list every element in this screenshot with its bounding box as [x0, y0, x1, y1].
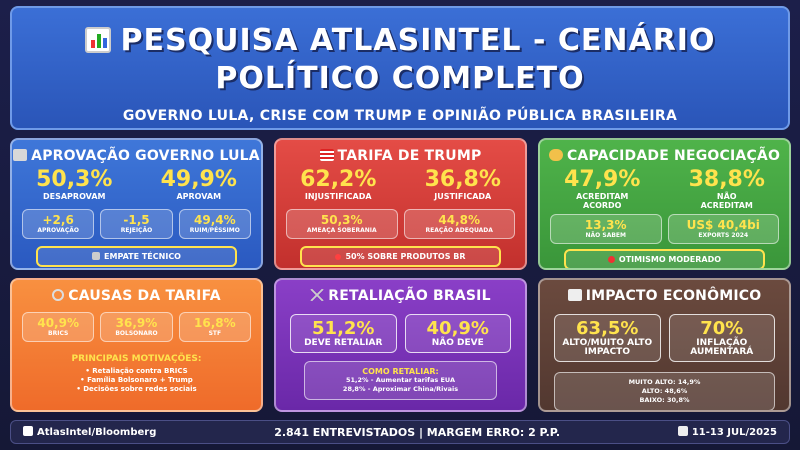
stat-nao-deve: 40,9% NÃO DEVE [404, 314, 511, 353]
motivacoes-title: PRINCIPAIS MOTIVAÇÕES: [71, 354, 202, 364]
stat-alto-impacto: 63,5% ALTO/MUITO ALTO IMPACTO [554, 314, 661, 362]
pill-aprovacao-var: +2,6 APROVAÇÃO [22, 209, 95, 239]
trend-chart-icon [567, 289, 582, 301]
card-tarifa: TARIFA DE TRUMP 62,2% INJUSTIFICADA 36,8… [274, 138, 527, 270]
pill-ameaca-soberania: 50,3% AMEAÇA SOBERANIA [286, 209, 398, 239]
footer-bar: AtlasIntel/Bloomberg 2.841 ENTREVISTADOS… [10, 420, 790, 444]
scale-icon [92, 252, 101, 260]
title-line-1: PESQUISA ATLASINTEL - CENÁRIO [120, 23, 716, 58]
pill-exports: US$ 40,4bi EXPORTS 2024 [667, 214, 779, 244]
stat-acreditam-acordo: 47,9% ACREDITAM ACORDO [564, 167, 641, 211]
page-title: PESQUISA ATLASINTEL - CENÁRIO POLÍTICO C… [12, 8, 788, 98]
footer-source: AtlasIntel/Bloomberg [23, 426, 156, 438]
stat-aprovam: 49,9% APROVAM [160, 167, 237, 202]
motivacoes-list: • Retaliação contra BRICS • Família Bols… [12, 367, 261, 394]
banner-empate: EMPATE TÉCNICO [36, 246, 237, 267]
card-title-retaliacao: RETALIAÇÃO BRASIL [328, 288, 491, 304]
stat-nao-acreditam: 38,8% NÃO ACREDITAM [688, 167, 765, 211]
footer-date: 11-13 JUL/2025 [677, 426, 777, 438]
card-aprovacao: APROVAÇÃO GOVERNO LULA 50,3% DESAPROVAM … [10, 138, 263, 270]
pill-stf: 16,8% STF [178, 312, 251, 342]
list-item: • Decisões sobre redes sociais [76, 385, 197, 393]
banner-otimismo: OTIMISMO MODERADO [564, 249, 765, 268]
list-item: • Família Bolsonaro + Trump [80, 376, 193, 384]
card-retaliacao: RETALIAÇÃO BRASIL 51,2% DEVE RETALIAR 40… [274, 278, 527, 412]
pill-ruim-pessimo: 49,4% RUIM/PÉSSIMO [178, 209, 251, 239]
stat-deve-retaliar: 51,2% DEVE RETALIAR [290, 314, 397, 353]
pill-bolsonaro: 36,9% BOLSONARO [100, 312, 173, 342]
pill-nao-sabem: 13,3% NÃO SABEM [550, 214, 662, 244]
calendar-icon [677, 426, 688, 436]
header-banner: PESQUISA ATLASINTEL - CENÁRIO POLÍTICO C… [10, 6, 790, 130]
stat-injustificada: 62,2% INJUSTIFICADA [300, 167, 377, 202]
banner-tarifa: 50% SOBRE PRODUTOS BR [300, 246, 501, 267]
como-retaliar-box: COMO RETALIAR: 51,2% - Aumentar tarifas … [304, 361, 497, 400]
target-icon [607, 256, 615, 263]
card-title-causas: CAUSAS DA TARIFA [68, 288, 221, 304]
magnifier-icon [52, 289, 65, 301]
card-impacto: IMPACTO ECONÔMICO 63,5% ALTO/MUITO ALTO … [538, 278, 791, 412]
impacto-breakdown-box: MUITO ALTO: 14,9% ALTO: 48,6% BAIXO: 30,… [554, 372, 775, 410]
pill-reacao-adequada: 44,8% REAÇÃO ADEQUADA [403, 209, 515, 239]
list-item: • Retaliação contra BRICS [85, 367, 188, 375]
us-flag-icon [319, 149, 334, 161]
stat-justificada: 36,8% JUSTIFICADA [424, 167, 501, 202]
bar-chart-icon [84, 27, 111, 53]
footer-sample: 2.841 ENTREVISTADOS | MARGEM ERRO: 2 P.P… [274, 425, 560, 439]
handshake-icon [548, 149, 563, 161]
card-causas: CAUSAS DA TARIFA 40,9% BRICS 36,9% BOLSO… [10, 278, 263, 412]
card-title-tarifa: TARIFA DE TRUMP [337, 148, 482, 164]
page-subtitle: GOVERNO LULA, CRISE COM TRUMP E OPINIÃO … [122, 108, 678, 124]
card-negociacao: CAPACIDADE NEGOCIAÇÃO 47,9% ACREDITAM AC… [538, 138, 791, 270]
government-building-icon [13, 149, 28, 161]
pill-rejeicao-var: -1,5 REJEIÇÃO [100, 209, 173, 239]
bar-chart-icon [23, 426, 33, 436]
stat-inflacao: 70% INFLAÇÃO AUMENTARÁ [668, 314, 775, 362]
red-dot-icon [335, 254, 342, 260]
title-line-2: POLÍTICO COMPLETO [215, 61, 585, 96]
crossed-swords-icon [310, 289, 325, 301]
pill-brics: 40,9% BRICS [22, 312, 95, 342]
card-title-aprovacao: APROVAÇÃO GOVERNO LULA [31, 148, 260, 164]
stat-desaprovam: 50,3% DESAPROVAM [36, 167, 113, 202]
card-title-negociacao: CAPACIDADE NEGOCIAÇÃO [566, 148, 781, 164]
card-title-impacto: IMPACTO ECONÔMICO [585, 288, 762, 304]
